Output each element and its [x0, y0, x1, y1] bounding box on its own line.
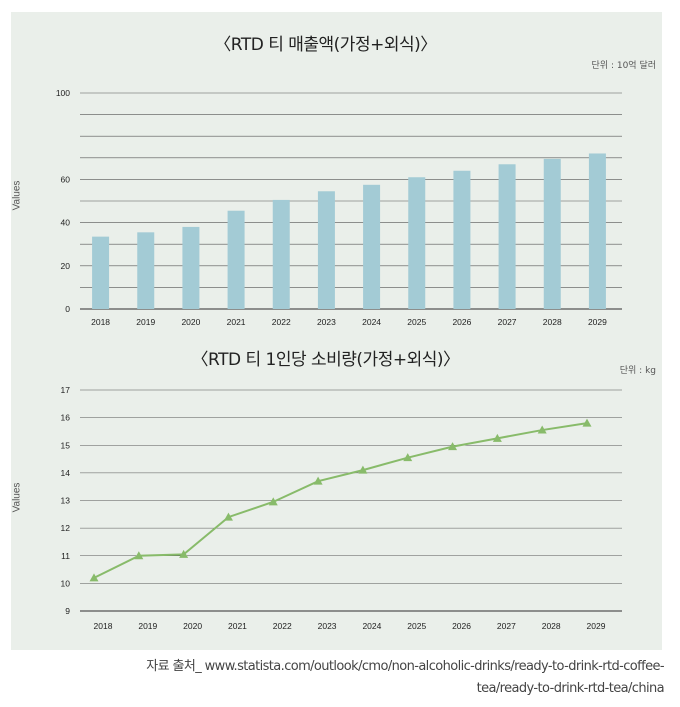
line-point-marker — [268, 497, 278, 506]
bar — [453, 170, 471, 309]
line-ytick-label: 12 — [61, 523, 71, 533]
bar — [543, 158, 561, 309]
bar-xtick-label: 2019 — [136, 317, 155, 327]
line-chart-title: 〈RTD 티 1인당 소비량(가정+외식)〉 — [191, 350, 461, 370]
line-xtick-label: 2019 — [138, 621, 157, 631]
line-point-marker — [89, 573, 99, 582]
bar-ytick-label: 20 — [61, 261, 71, 271]
line-ytick-label: 13 — [61, 496, 71, 506]
bar — [137, 232, 155, 309]
bar-xtick-label: 2022 — [272, 317, 291, 327]
bar-xtick-label: 2020 — [181, 317, 200, 327]
line-point-marker — [223, 512, 233, 521]
line-point-marker — [403, 453, 413, 462]
line-point-marker — [537, 425, 547, 434]
line-xtick-label: 2022 — [273, 621, 292, 631]
bar — [498, 164, 516, 309]
line-point-marker — [582, 418, 592, 427]
line-ytick-label: 9 — [65, 606, 70, 616]
bar-xtick-label: 2018 — [91, 317, 110, 327]
bar-xtick-label: 2028 — [543, 317, 562, 327]
bar-xtick-label: 2025 — [407, 317, 426, 327]
line-ytick-label: 15 — [61, 440, 71, 450]
line-xtick-label: 2021 — [228, 621, 247, 631]
line-xtick-label: 2024 — [362, 621, 381, 631]
line-ytick-label: 16 — [61, 413, 71, 423]
bar — [227, 210, 245, 309]
bar-ytick-label: 60 — [61, 174, 71, 184]
bar — [408, 177, 426, 309]
bar-ytick-label: 100 — [56, 88, 70, 98]
line-point-marker — [313, 476, 323, 485]
line-xtick-label: 2025 — [407, 621, 426, 631]
bar-chart-title: 〈RTD 티 매출액(가정+외식)〉 — [214, 35, 437, 55]
line-ytick-label: 14 — [61, 468, 71, 478]
line-point-marker — [492, 433, 502, 442]
line-ytick-label: 11 — [61, 551, 70, 561]
line-point-marker — [134, 551, 144, 560]
line-xtick-label: 2027 — [497, 621, 516, 631]
bar-ytick-label: 40 — [61, 218, 71, 228]
line-xtick-label: 2023 — [318, 621, 337, 631]
line-ytick-label: 17 — [61, 385, 71, 395]
bar-xtick-label: 2023 — [317, 317, 336, 327]
bar-ytick-label: 0 — [65, 304, 70, 314]
line-chart-unit: 단위 : kg — [619, 366, 656, 376]
bar — [363, 184, 381, 309]
line-xtick-label: 2018 — [94, 621, 113, 631]
bar — [272, 199, 290, 309]
bar-xtick-label: 2026 — [452, 317, 471, 327]
bar — [588, 153, 606, 309]
bar-xtick-label: 2021 — [227, 317, 246, 327]
bar — [182, 226, 200, 309]
line-xtick-label: 2020 — [183, 621, 202, 631]
line-point-marker — [358, 465, 368, 474]
source-line-2: tea/ready-to-drink-rtd-tea/china — [476, 681, 665, 696]
bar — [92, 236, 110, 309]
line-xtick-label: 2029 — [587, 621, 606, 631]
line-xtick-label: 2026 — [452, 621, 471, 631]
line-point-marker — [179, 549, 189, 558]
bar-chart-unit: 단위 : 10억 달러 — [591, 61, 656, 71]
source-note: 자료 출처_ www.statista.com/outlook/cmo/non-… — [0, 656, 664, 700]
bar-xtick-label: 2029 — [588, 317, 607, 327]
bar-xtick-label: 2027 — [498, 317, 517, 327]
bar — [317, 191, 335, 309]
line-series — [93, 422, 588, 579]
line-xtick-label: 2028 — [542, 621, 561, 631]
bar-xtick-label: 2024 — [362, 317, 381, 327]
line-point-marker — [448, 442, 458, 451]
source-line-1: 자료 출처_ www.statista.com/outlook/cmo/non-… — [146, 659, 664, 674]
chart-panel — [11, 12, 662, 650]
line-ytick-label: 10 — [61, 578, 71, 588]
